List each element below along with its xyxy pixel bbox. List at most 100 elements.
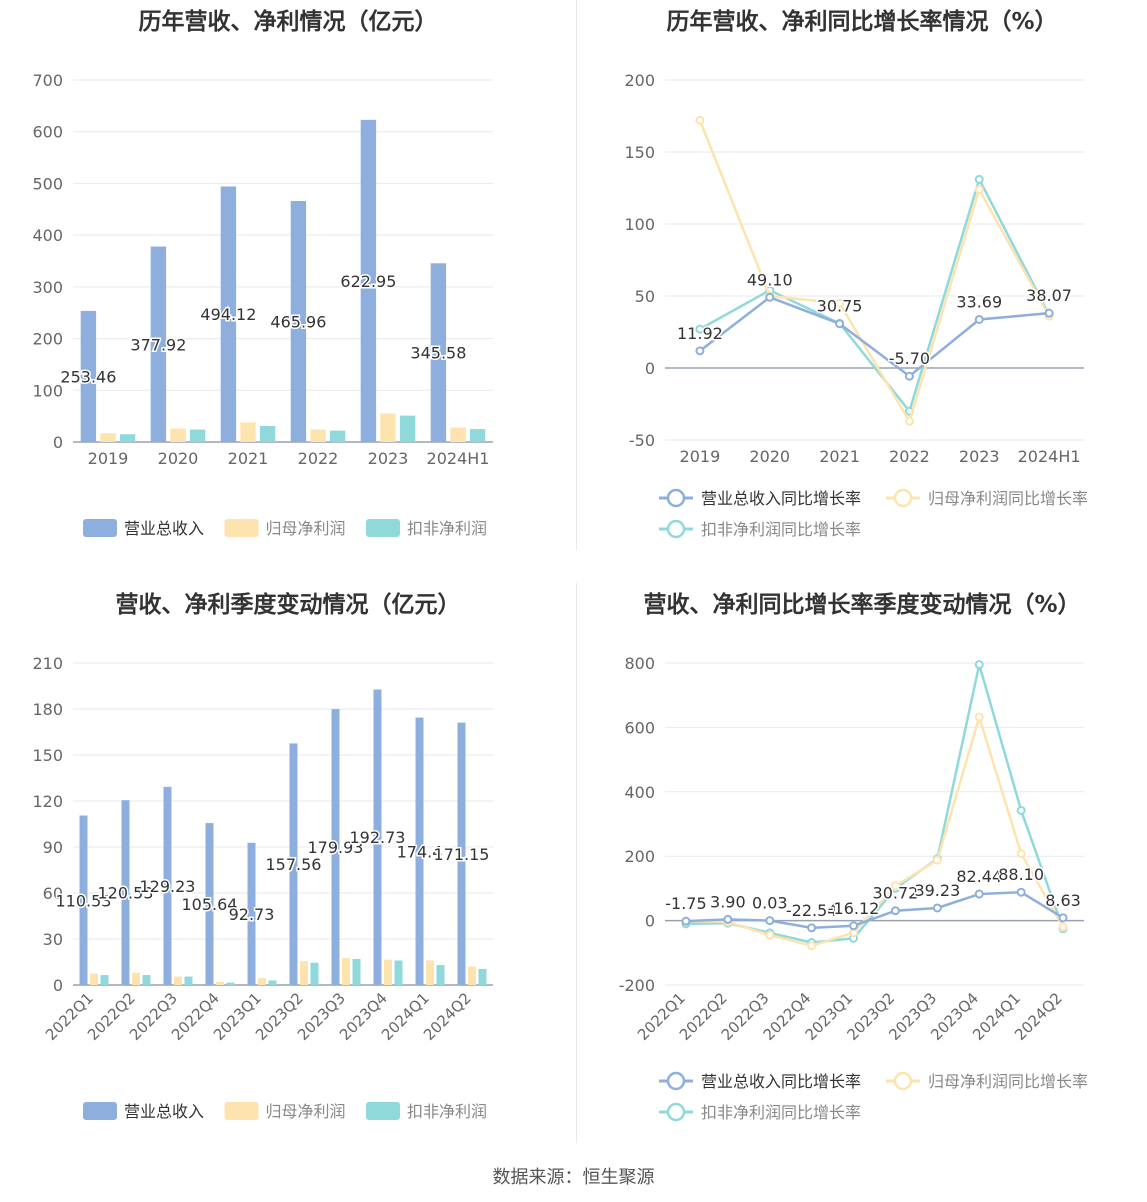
legend-label: 归母净利润	[266, 519, 346, 538]
bar-net-profit	[132, 972, 140, 985]
bar-net-profit	[100, 433, 116, 442]
y-tick-label: 0	[53, 976, 63, 995]
data-label: 622.95	[340, 272, 396, 291]
data-label: 30.75	[817, 297, 863, 316]
data-label: 49.10	[747, 270, 793, 289]
x-tick-label: 2023	[368, 449, 409, 468]
legend-item: 归母净利润同比增长率	[886, 1071, 1088, 1091]
bar-net-profit	[90, 973, 98, 985]
y-tick-label: 120	[32, 792, 63, 811]
y-tick-label: 200	[624, 71, 655, 90]
y-tick-label: 800	[624, 654, 655, 673]
bar-deducted-profit	[436, 965, 445, 985]
legend-label: 归母净利润同比增长率	[928, 1072, 1088, 1091]
legend-label: 营业总收入	[124, 1102, 204, 1121]
data-point	[1044, 308, 1054, 318]
data-point	[765, 916, 775, 926]
bar-revenue	[289, 743, 298, 985]
data-point	[974, 712, 984, 722]
y-tick-label: 500	[32, 174, 63, 193]
series-line-revenue-growth	[685, 890, 1064, 930]
x-tick-label: 2019	[680, 447, 721, 466]
data-label: 39.23	[914, 881, 960, 900]
legend-label: 营业总收入同比增长率	[701, 489, 861, 508]
data-label: 30.72	[873, 884, 919, 903]
legend-label: 营业总收入	[124, 519, 204, 538]
data-label: 171.15	[434, 845, 490, 864]
y-tick-label: 100	[624, 215, 655, 234]
y-tick-label: 0	[53, 433, 63, 452]
data-point	[974, 660, 984, 670]
bar-revenue	[247, 842, 256, 985]
legend-marker-icon	[893, 1071, 913, 1091]
data-point	[807, 941, 817, 951]
data-point	[904, 416, 914, 426]
data-point	[681, 916, 691, 926]
data-point	[890, 881, 900, 891]
bar-deducted-profit	[399, 415, 416, 442]
legend-item: 扣非净利润	[366, 1102, 487, 1121]
bar-deducted-profit	[184, 976, 193, 985]
bar-net-profit	[468, 966, 476, 985]
x-tick-label: 2024H1	[427, 449, 490, 468]
legend-swatch-icon	[83, 1102, 117, 1120]
legend-label: 归母净利润同比增长率	[928, 489, 1088, 508]
y-tick-label: 150	[32, 746, 63, 765]
bar-revenue	[205, 823, 214, 985]
data-point	[932, 903, 942, 913]
x-tick-label: 2022	[889, 447, 930, 466]
data-label: 92.73	[229, 905, 275, 924]
data-point	[1016, 805, 1026, 815]
data-label: 38.07	[1026, 286, 1072, 305]
legend-swatch-icon	[83, 519, 117, 537]
bar-revenue	[331, 709, 340, 985]
data-point	[1016, 849, 1026, 859]
data-label: 110.53	[56, 891, 112, 910]
y-tick-label: 300	[32, 278, 63, 297]
data-point	[904, 371, 914, 381]
data-label: 0.03	[752, 894, 788, 913]
data-label: 253.46	[60, 367, 116, 386]
y-tick-label: 30	[43, 930, 63, 949]
legend-label: 扣非净利润	[407, 519, 487, 538]
bar-net-profit	[258, 978, 266, 985]
bar-revenue	[457, 722, 466, 985]
bar-net-profit	[216, 981, 224, 985]
data-label: 11.92	[677, 324, 723, 343]
bar-revenue	[121, 800, 130, 985]
data-label: -22.54	[786, 901, 838, 920]
bar-revenue	[150, 246, 167, 442]
data-point	[695, 324, 705, 334]
legend-item: 归母净利润	[224, 1102, 346, 1121]
data-point	[695, 346, 705, 356]
data-point	[890, 906, 900, 916]
bar-net-profit	[450, 427, 466, 442]
bar-revenue	[290, 201, 307, 442]
data-point	[974, 174, 984, 184]
bar-net-profit	[384, 959, 392, 985]
data-label: 82.44	[956, 867, 1002, 886]
y-tick-label: 700	[32, 71, 63, 90]
x-tick-label: 2021	[819, 447, 860, 466]
y-tick-label: 90	[43, 838, 63, 857]
data-label: 8.63	[1045, 891, 1081, 910]
bar-deducted-profit	[189, 429, 206, 442]
bar-revenue	[415, 717, 424, 985]
x-tick-label: 2022	[298, 449, 339, 468]
y-tick-label: 60	[43, 884, 63, 903]
bar-revenue	[430, 263, 447, 442]
annual-values-chart: 0 100 200 300 400 500 600 700 253.46 377.92 494.12…	[32, 71, 493, 538]
legend-item: 扣非净利润	[366, 519, 487, 538]
bar-revenue	[163, 786, 172, 985]
legend-item: 营业总收入同比增长率	[659, 1071, 861, 1091]
chart-title: 历年营收、净利同比增长率情况（%）	[666, 9, 1058, 35]
bar-deducted-profit	[352, 958, 361, 985]
y-tick-label: 180	[32, 700, 63, 719]
data-point	[1058, 922, 1068, 932]
data-label: 377.92	[130, 335, 186, 354]
data-label: 174.4	[397, 842, 443, 861]
data-label: 105.64	[182, 895, 238, 914]
data-point	[932, 855, 942, 865]
bar-net-profit	[174, 976, 182, 985]
y-tick-label: 50	[635, 287, 655, 306]
